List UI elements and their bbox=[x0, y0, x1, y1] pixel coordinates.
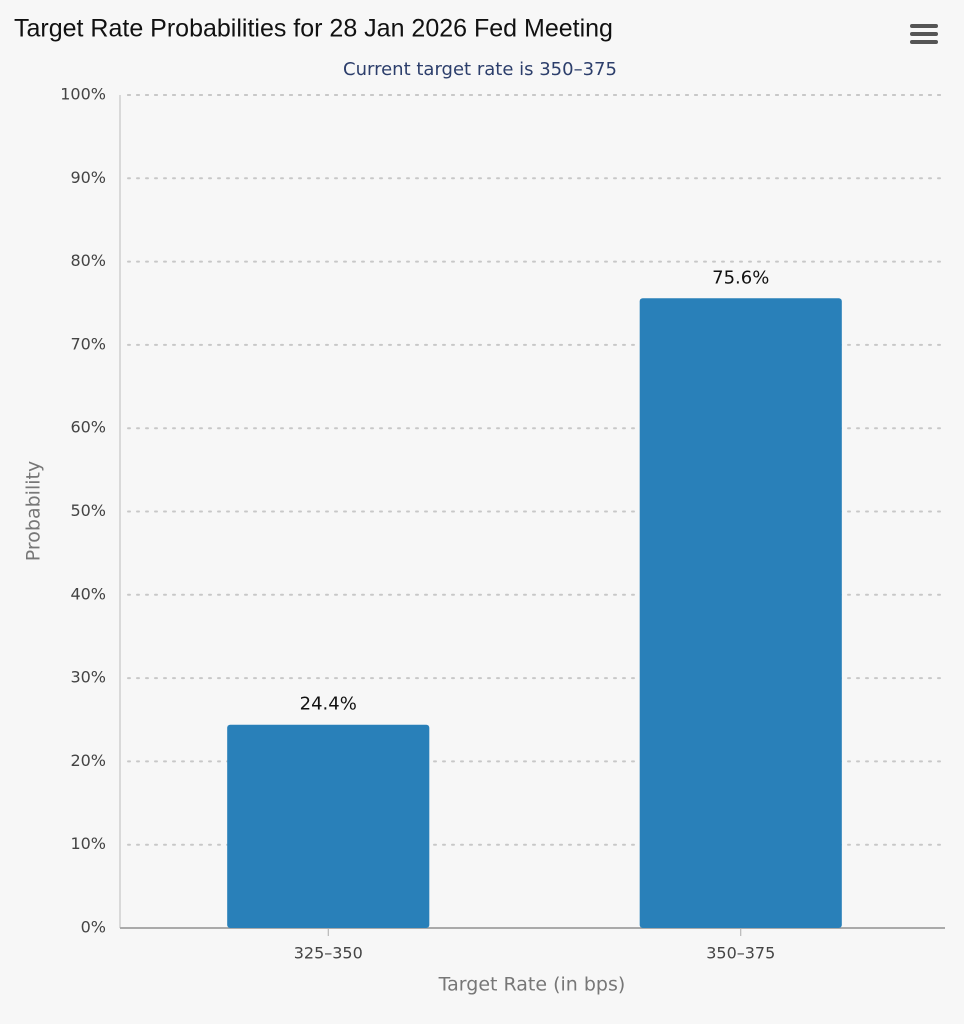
y-tick-label: 60% bbox=[70, 418, 106, 437]
y-tick-label: 80% bbox=[70, 251, 106, 270]
bar bbox=[639, 298, 842, 928]
menu-button[interactable] bbox=[910, 24, 938, 44]
bar bbox=[227, 724, 430, 928]
y-tick-label: 40% bbox=[70, 584, 106, 603]
x-tick-label: 325–350 bbox=[294, 944, 363, 963]
y-tick-label: 10% bbox=[70, 834, 106, 853]
y-tick-label: 30% bbox=[70, 668, 106, 687]
data-label: 75.6% bbox=[712, 267, 769, 288]
chart-subtitle: Current target rate is 350–375 bbox=[343, 59, 617, 80]
y-axis-label: Probability bbox=[23, 461, 45, 561]
y-tick-label: 90% bbox=[70, 168, 106, 187]
menu-bar[interactable] bbox=[910, 24, 938, 28]
y-tick-label: 50% bbox=[70, 501, 106, 520]
y-tick-label: 0% bbox=[81, 918, 106, 937]
menu-bar[interactable] bbox=[910, 32, 938, 36]
menu-bar[interactable] bbox=[910, 40, 938, 44]
data-label: 24.4% bbox=[300, 694, 357, 715]
y-tick-label: 20% bbox=[70, 751, 106, 770]
x-axis-label: Target Rate (in bps) bbox=[438, 974, 626, 996]
y-tick-label: 70% bbox=[70, 334, 106, 353]
chart-title: Target Rate Probabilities for 28 Jan 202… bbox=[14, 15, 613, 43]
y-tick-label: 100% bbox=[60, 85, 106, 104]
x-tick-label: 350–375 bbox=[706, 944, 775, 963]
